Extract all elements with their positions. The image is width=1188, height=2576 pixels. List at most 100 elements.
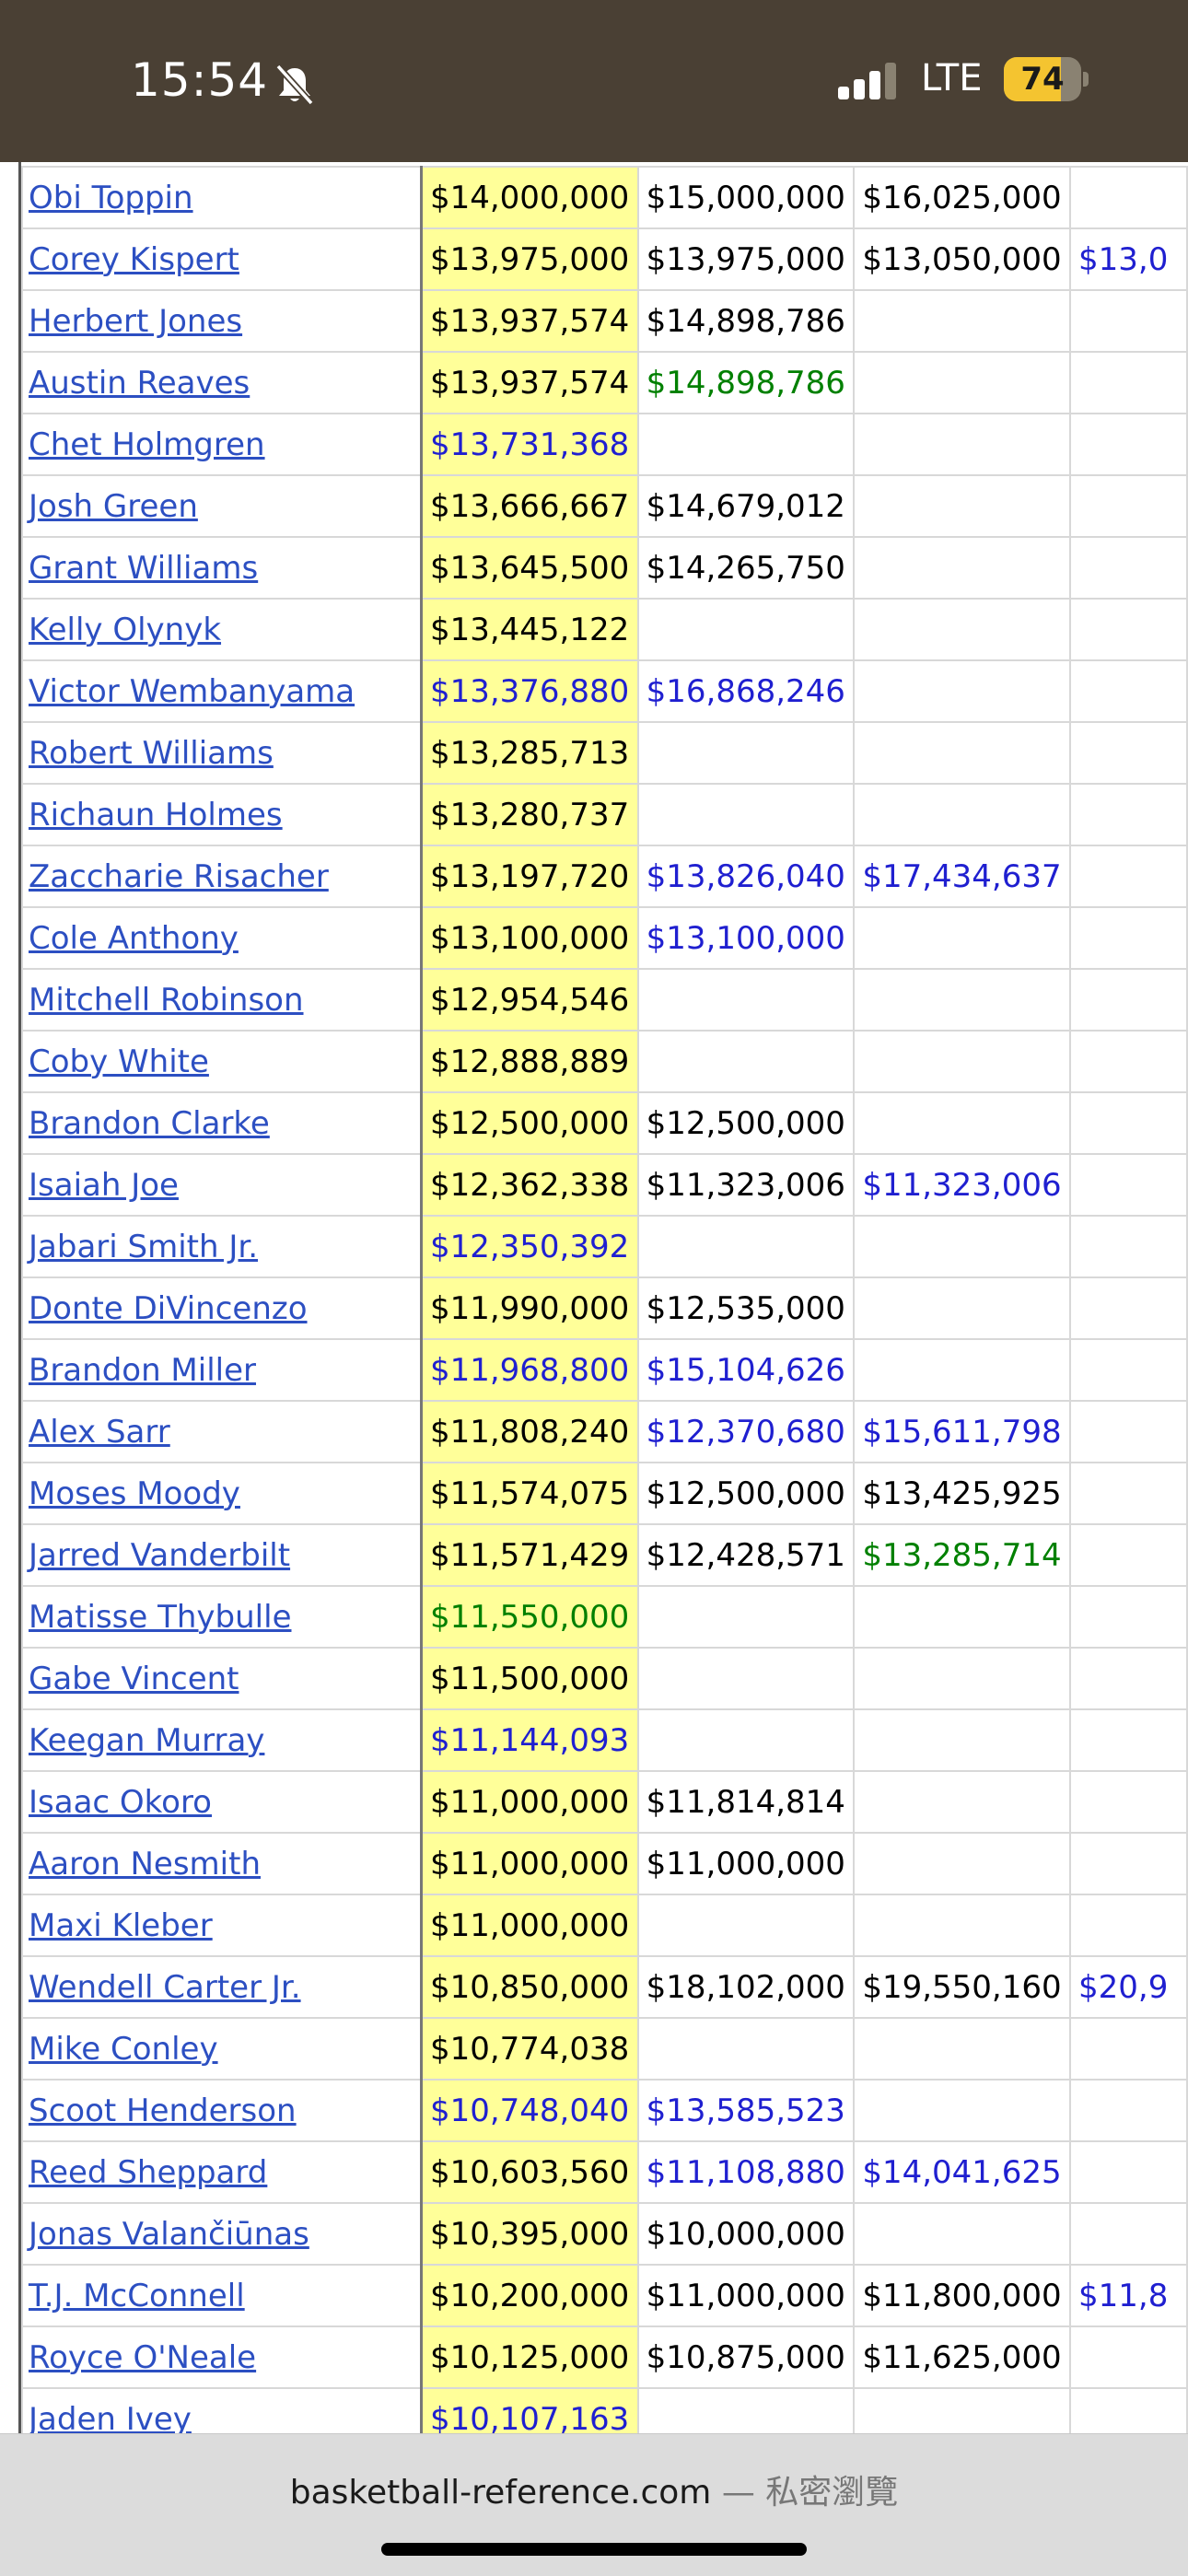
salary-cell: $12,350,392 — [419, 1215, 639, 1278]
salary-value: $11,108,880 — [646, 2153, 845, 2191]
salary-value: $13,425,925 — [862, 1474, 1062, 1512]
player-cell: Zaccharie Risacher — [20, 845, 423, 908]
player-link[interactable]: Robert Williams — [29, 734, 274, 772]
salary-value: $12,350,392 — [429, 1228, 630, 1265]
salary-cell — [636, 968, 856, 1032]
player-link[interactable]: Wendell Carter Jr. — [29, 1968, 301, 2006]
salary-cell — [1069, 721, 1188, 785]
player-cell: Brandon Miller — [20, 1338, 423, 1402]
salary-cell — [636, 1030, 856, 1093]
table-row: Josh Green $13,666,667 $14,679,012 — [20, 474, 1188, 538]
table-row: Scoot Henderson $10,748,040 $13,585,523 — [20, 2079, 1188, 2142]
salary-cell: $13,285,713 — [419, 721, 639, 785]
salary-cell: $14,265,750 — [636, 536, 856, 600]
salary-cell — [853, 2387, 1072, 2433]
player-cell: Obi Toppin — [20, 166, 423, 229]
player-cell: Robert Williams — [20, 721, 423, 785]
player-link[interactable]: Josh Green — [29, 487, 198, 525]
salary-cell: $18,102,000 — [636, 1955, 856, 2019]
salary-cell: $13,0 — [1069, 227, 1188, 291]
salary-value: $20,9 — [1078, 1968, 1169, 2006]
address-domain: basketball-reference.com — [289, 2474, 712, 2512]
player-link[interactable]: Cole Anthony — [29, 919, 239, 957]
table-row: Corey Kispert $13,975,000 $13,975,000 $13,0… — [20, 227, 1188, 291]
salary-value: $13,937,574 — [429, 302, 630, 340]
player-link[interactable]: Obi Toppin — [29, 179, 193, 216]
player-link[interactable]: Scoot Henderson — [29, 2092, 297, 2129]
salary-cell: $13,445,122 — [419, 598, 639, 661]
player-link[interactable]: Mitchell Robinson — [29, 981, 304, 1019]
player-cell: Herbert Jones — [20, 289, 423, 353]
player-link[interactable]: Gabe Vincent — [29, 1660, 239, 1697]
salary-value: $10,774,038 — [429, 2030, 630, 2068]
player-link[interactable]: Donte DiVincenzo — [29, 1289, 308, 1327]
table-row: Moses Moody $11,574,075 $12,500,000 $13,425… — [20, 1462, 1188, 1525]
player-link[interactable]: Austin Reaves — [29, 364, 250, 402]
salary-value: $13,100,000 — [429, 919, 630, 957]
player-cell: Mike Conley — [20, 2017, 423, 2081]
salary-value: $15,611,798 — [862, 1413, 1062, 1451]
player-link[interactable]: Coby White — [29, 1043, 209, 1080]
player-link[interactable]: Grant Williams — [29, 549, 259, 587]
home-indicator[interactable] — [381, 2543, 807, 2556]
salary-value: $14,041,625 — [862, 2153, 1062, 2191]
contracts-table-viewport[interactable]: Obi Toppin $14,000,000 $15,000,000 $16,025,… — [0, 162, 1188, 2433]
salary-value: $11,550,000 — [429, 1598, 630, 1636]
salary-cell: $10,748,040 — [419, 2079, 639, 2142]
salary-cell: $14,000,000 — [419, 166, 639, 229]
salary-value: $13,376,880 — [429, 672, 630, 710]
player-link[interactable]: Isaiah Joe — [29, 1166, 179, 1204]
player-link[interactable]: Kelly Olynyk — [29, 611, 222, 648]
player-cell: Reed Sheppard — [20, 2140, 423, 2204]
salary-cell — [853, 659, 1072, 723]
player-link[interactable]: Brandon Miller — [29, 1351, 256, 1389]
player-link[interactable]: Jarred Vanderbilt — [29, 1536, 291, 1574]
salary-value: $11,000,000 — [429, 1845, 630, 1882]
player-link[interactable]: Zaccharie Risacher — [29, 857, 329, 895]
player-link[interactable]: Isaac Okoro — [29, 1783, 212, 1821]
salary-cell: $12,500,000 — [636, 1091, 856, 1155]
player-link[interactable]: Keegan Murray — [29, 1721, 265, 1759]
table-row: Richaun Holmes $13,280,737 — [20, 783, 1188, 846]
salary-cell — [636, 2017, 856, 2081]
player-link[interactable]: Alex Sarr — [29, 1413, 170, 1451]
table-row: Aaron Nesmith $11,000,000 $11,000,000 — [20, 1832, 1188, 1895]
player-link[interactable]: T.J. McConnell — [29, 2277, 245, 2314]
salary-cell — [1069, 1462, 1188, 1525]
salary-cell — [1069, 1770, 1188, 1834]
player-link[interactable]: Jonas Valančiūnas — [29, 2215, 309, 2253]
player-link[interactable]: Maxi Kleber — [29, 1906, 213, 1944]
salary-cell: $11,968,800 — [419, 1338, 639, 1402]
player-link[interactable]: Herbert Jones — [29, 302, 243, 340]
table-row: Obi Toppin $14,000,000 $15,000,000 $16,025,… — [20, 166, 1188, 229]
salary-value: $17,434,637 — [862, 857, 1062, 895]
player-link[interactable]: Royce O'Neale — [29, 2338, 257, 2376]
player-link[interactable]: Richaun Holmes — [29, 796, 283, 833]
player-cell: Victor Wembanyama — [20, 659, 423, 723]
player-link[interactable]: Jabari Smith Jr. — [29, 1228, 259, 1265]
player-link[interactable]: Mike Conley — [29, 2030, 218, 2068]
salary-value: $13,666,667 — [429, 487, 630, 525]
player-cell: Corey Kispert — [20, 227, 423, 291]
player-link[interactable]: Chet Holmgren — [29, 425, 265, 463]
player-link[interactable]: Jaden Ivey — [29, 2400, 192, 2434]
salary-value: $10,107,163 — [429, 2400, 630, 2434]
player-cell: Gabe Vincent — [20, 1647, 423, 1710]
player-link[interactable]: Reed Sheppard — [29, 2153, 268, 2191]
player-link[interactable]: Corey Kispert — [29, 240, 239, 278]
table-row: Reed Sheppard $10,603,560 $11,108,880 $14,0… — [20, 2140, 1188, 2204]
salary-cell — [1069, 1523, 1188, 1587]
salary-cell — [1069, 2140, 1188, 2204]
player-link[interactable]: Moses Moody — [29, 1474, 240, 1512]
player-link[interactable]: Brandon Clarke — [29, 1104, 270, 1142]
address-bar[interactable]: basketball-reference.com — 私密瀏覽 — [0, 2465, 1188, 2513]
salary-cell: $13,100,000 — [636, 906, 856, 970]
salary-value: $13,975,000 — [429, 240, 630, 278]
salary-cell: $13,937,574 — [419, 351, 639, 414]
player-link[interactable]: Matisse Thybulle — [29, 1598, 292, 1636]
player-link[interactable]: Aaron Nesmith — [29, 1845, 261, 1882]
player-link[interactable]: Victor Wembanyama — [29, 672, 355, 710]
salary-cell — [636, 1708, 856, 1772]
salary-cell — [853, 2079, 1072, 2142]
player-cell: Austin Reaves — [20, 351, 423, 414]
